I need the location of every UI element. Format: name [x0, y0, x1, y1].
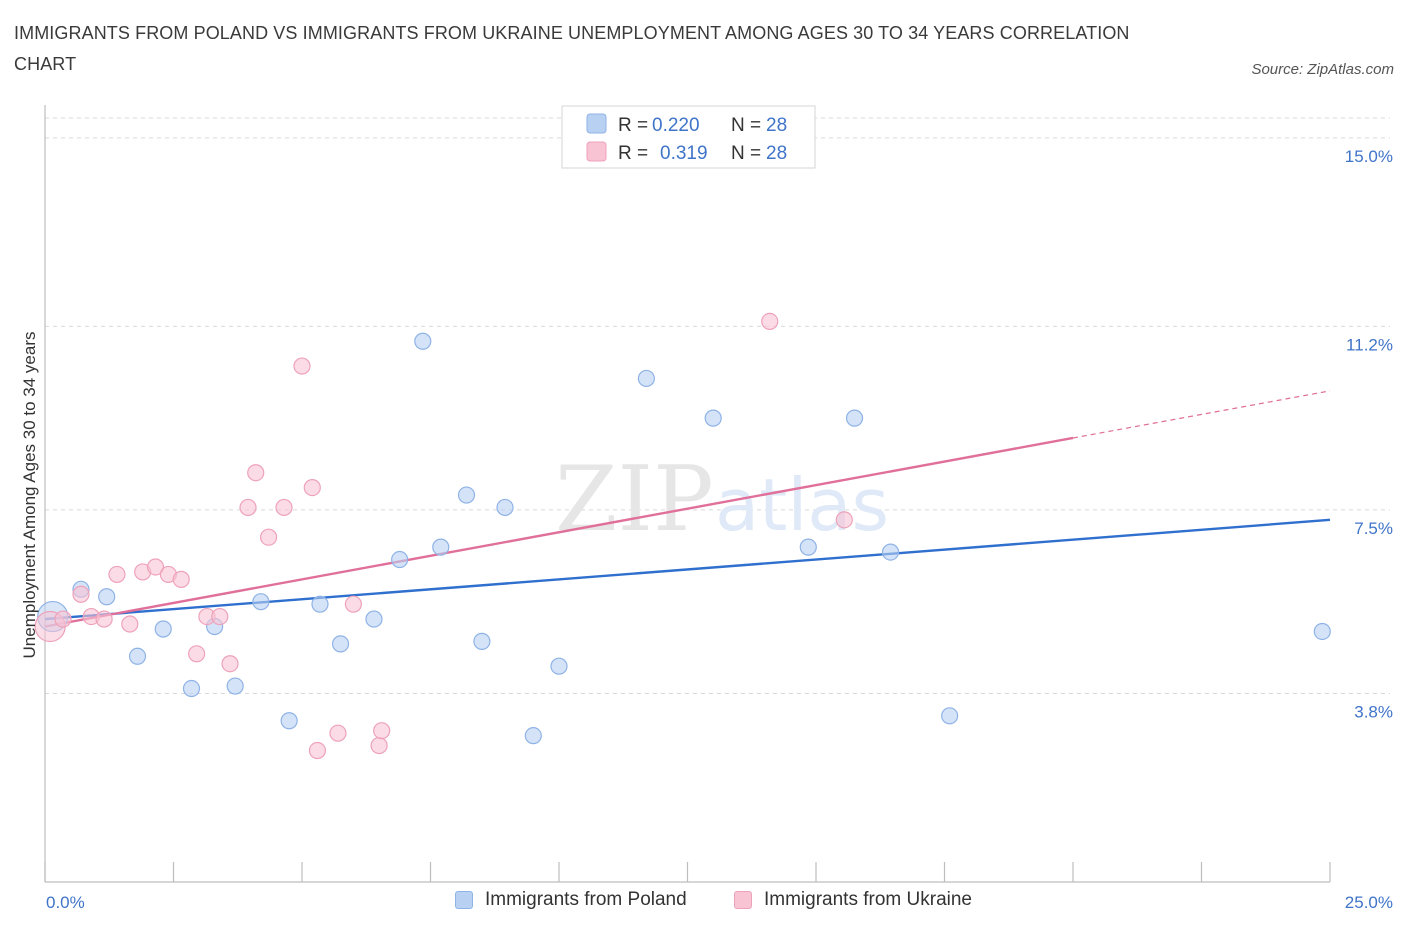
- point-ukraine: [373, 722, 391, 740]
- legend-label-ukraine: Immigrants from Ukraine: [764, 889, 972, 910]
- legend-r-value-poland: 0.220: [652, 115, 700, 136]
- point-poland: [98, 588, 116, 606]
- point-poland: [331, 635, 350, 653]
- point-poland: [845, 409, 864, 427]
- point-poland: [414, 332, 432, 350]
- point-poland: [881, 543, 900, 561]
- point-poland: [154, 620, 172, 638]
- watermark: ZIP atlas: [555, 447, 889, 552]
- x-tick-label: 0.0%: [46, 893, 85, 912]
- point-ukraine: [329, 724, 347, 742]
- point-poland: [799, 538, 817, 556]
- data-points: [34, 312, 1331, 760]
- legend-n-label-poland: N =: [731, 115, 761, 136]
- y-tick-label: 3.8%: [1354, 702, 1393, 721]
- point-ukraine: [188, 645, 206, 663]
- legend-n-value-poland: 28: [766, 115, 787, 136]
- point-ukraine: [95, 610, 113, 628]
- y-axis-label: Unemployment Among Ages 30 to 34 years: [20, 332, 39, 659]
- legend-item-ukraine[interactable]: Immigrants from Ukraine: [734, 889, 972, 911]
- point-poland: [473, 632, 491, 650]
- point-poland: [391, 550, 409, 569]
- legend-swatch-ukraine: [586, 141, 607, 162]
- point-ukraine: [108, 565, 126, 584]
- x-tick-label: 25.0%: [1345, 893, 1393, 912]
- y-tick-label: 7.5%: [1354, 519, 1393, 538]
- point-ukraine: [275, 498, 293, 517]
- tick-labels: 3.8% 7.5% 11.2% 15.0% 0.0% 25.0%: [46, 147, 1393, 912]
- point-poland: [637, 369, 655, 388]
- point-ukraine: [259, 528, 278, 546]
- point-ukraine: [308, 741, 327, 760]
- point-poland: [432, 538, 450, 556]
- point-ukraine: [293, 357, 311, 375]
- axes: [44, 105, 1331, 883]
- trend-line-ukraine: [44, 436, 1074, 628]
- source-label: Source: ZipAtlas.com: [1251, 61, 1394, 78]
- point-ukraine: [370, 736, 388, 755]
- point-poland: [704, 409, 722, 427]
- point-poland: [496, 498, 514, 517]
- chart-title: IMMIGRANTS FROM POLAND VS IMMIGRANTS FRO…: [14, 23, 1130, 74]
- point-poland: [280, 712, 298, 730]
- legend-r-value-ukraine: 0.319: [660, 143, 708, 164]
- point-poland: [1313, 622, 1331, 641]
- point-poland: [311, 595, 329, 613]
- point-ukraine: [221, 655, 239, 673]
- trend-line-dashed-ukraine: [1072, 390, 1331, 439]
- point-poland: [550, 657, 568, 675]
- point-ukraine: [54, 610, 72, 628]
- point-poland: [182, 679, 201, 698]
- point-ukraine: [344, 595, 362, 613]
- trend-lines: [44, 390, 1331, 628]
- point-poland: [941, 707, 959, 725]
- y-tick-label: 11.2%: [1346, 335, 1393, 354]
- legend-swatch-ukraine: [734, 891, 752, 909]
- gridlines: [45, 117, 1390, 694]
- point-ukraine: [761, 312, 779, 331]
- point-ukraine: [247, 464, 265, 482]
- point-poland: [252, 593, 270, 611]
- legend-r-label-ukraine: R =: [618, 143, 648, 164]
- point-poland: [524, 727, 542, 745]
- correlation-legend: R = 0.220 N = 28 R = 0.319 N = 28: [561, 105, 816, 169]
- point-ukraine: [835, 511, 853, 529]
- point-poland: [128, 647, 147, 665]
- point-ukraine: [121, 615, 139, 633]
- legend-label-poland: Immigrants from Poland: [485, 889, 687, 910]
- point-ukraine: [72, 585, 90, 603]
- legend-swatch-poland: [586, 113, 607, 134]
- point-ukraine: [146, 558, 165, 576]
- y-tick-label: 15.0%: [1345, 147, 1393, 166]
- point-ukraine: [239, 498, 257, 517]
- legend-r-label-poland: R =: [618, 115, 648, 136]
- point-ukraine: [172, 570, 190, 588]
- point-poland: [365, 610, 383, 628]
- legend-n-label-ukraine: N =: [731, 143, 761, 164]
- point-poland: [457, 486, 476, 504]
- point-poland: [226, 677, 244, 695]
- legend-item-poland[interactable]: Immigrants from Poland: [455, 889, 687, 911]
- point-ukraine: [303, 478, 321, 497]
- point-ukraine: [211, 607, 229, 626]
- legend-n-value-ukraine: 28: [766, 143, 787, 164]
- legend-swatch-poland: [455, 891, 473, 909]
- series-legend: Immigrants from Poland Immigrants from U…: [0, 889, 1406, 917]
- watermark-zip: ZIP: [555, 447, 714, 552]
